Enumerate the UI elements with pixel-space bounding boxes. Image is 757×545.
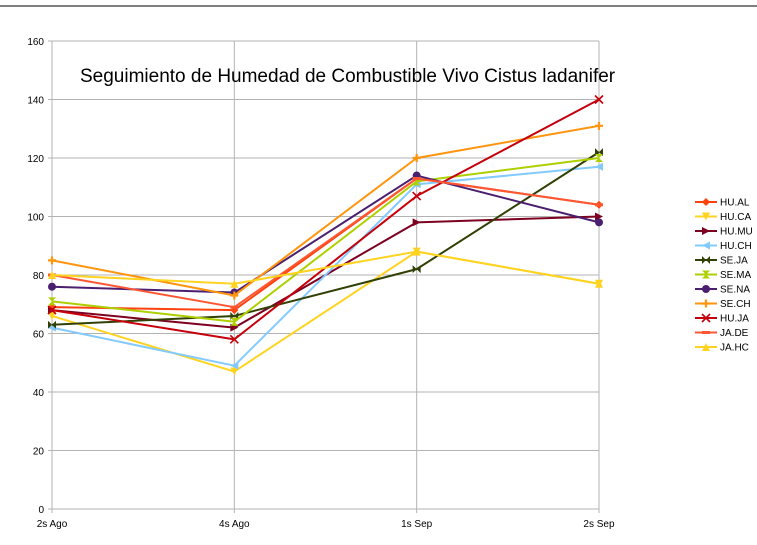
legend-item: JA.HC: [695, 343, 749, 354]
legend-label: SE.CH: [720, 299, 751, 310]
point-marker: [595, 218, 603, 227]
legend-item: HU.CA: [695, 212, 751, 223]
point-marker: [230, 279, 239, 288]
y-tick-label: 160: [27, 37, 44, 48]
x-tick-label: 1s Sep: [401, 519, 433, 530]
point-marker: [48, 320, 56, 329]
point-marker: [702, 241, 710, 250]
y-tick-label: 80: [33, 271, 45, 282]
point-marker: [702, 270, 710, 279]
series-ja-de: [48, 176, 603, 309]
y-tick-label: 100: [27, 213, 44, 224]
series-se-ma: [48, 154, 603, 326]
point-marker: [230, 367, 239, 376]
y-tick-label: 0: [38, 505, 44, 516]
point-marker: [702, 227, 710, 235]
point-marker: [230, 305, 239, 309]
legend-label: HU.CA: [720, 212, 751, 223]
point-marker: [230, 361, 239, 370]
point-marker: [48, 256, 56, 265]
x-tick-label: 4s Ago: [219, 519, 250, 530]
point-marker: [702, 299, 710, 308]
chart-title: Seguimiento de Humedad de Combustible Vi…: [80, 66, 616, 87]
point-marker: [702, 331, 710, 334]
point-marker: [47, 305, 57, 315]
point-marker: [702, 198, 710, 206]
series-line: [51, 157, 600, 323]
point-marker: [412, 154, 421, 162]
point-marker: [595, 203, 603, 207]
x-tick-label: 2s Ago: [37, 519, 68, 530]
series-line: [51, 124, 600, 297]
legend-label: JA.DE: [720, 328, 749, 339]
legend-item: HU.AL: [695, 198, 750, 209]
point-marker: [702, 212, 710, 221]
legend-item: HU.CH: [695, 241, 752, 252]
point-marker: [594, 94, 604, 105]
legend-label: HU.CH: [720, 241, 752, 252]
point-marker: [595, 212, 603, 221]
point-marker: [595, 162, 603, 171]
series-hu-mu: [48, 212, 603, 332]
legend-item: SE.NA: [695, 285, 750, 296]
series-line: [51, 151, 600, 326]
point-marker: [48, 311, 56, 320]
legend-item: SE.MA: [695, 270, 751, 281]
point-marker: [412, 218, 421, 227]
series-line: [51, 174, 600, 294]
point-marker: [230, 317, 239, 326]
y-tick-label: 40: [33, 388, 45, 399]
legend-label: JA.HC: [720, 343, 749, 354]
series-se-na: [48, 171, 603, 297]
point-marker: [701, 313, 711, 323]
point-marker: [412, 265, 421, 274]
point-marker: [48, 271, 56, 279]
point-marker: [229, 334, 239, 344]
point-marker: [230, 291, 239, 300]
legend-item: HU.MU: [695, 227, 753, 238]
point-marker: [48, 282, 56, 291]
legend-label: HU.AL: [720, 198, 750, 209]
point-marker: [412, 247, 421, 256]
point-marker: [412, 191, 422, 201]
series-layer: [47, 94, 604, 376]
series-ja-hc: [48, 247, 603, 288]
series-line: [51, 177, 600, 309]
point-marker: [412, 176, 421, 180]
legend-item: JA.DE: [695, 328, 749, 339]
point-marker: [595, 121, 603, 130]
point-marker: [48, 297, 56, 306]
legend-item: SE.JA: [695, 256, 748, 267]
point-marker: [702, 256, 710, 264]
y-tick-label: 20: [33, 447, 45, 458]
legend-label: SE.JA: [720, 256, 748, 267]
point-marker: [702, 285, 710, 293]
legend-label: HU.JA: [720, 314, 749, 325]
legend-label: SE.MA: [720, 270, 751, 281]
point-marker: [595, 154, 603, 162]
legend-item: HU.JA: [695, 313, 749, 325]
y-tick-label: 140: [27, 96, 44, 107]
series-line: [51, 250, 600, 285]
x-tick-label: 2s Sep: [583, 519, 615, 530]
legend-item: SE.CH: [695, 299, 751, 310]
point-marker: [702, 343, 710, 351]
y-tick-label: 120: [27, 154, 44, 165]
axis-layer: 0 20 40 60 80 100 120 140 160 2s Ago 4s Ago 1s Sep 2…: [27, 37, 615, 530]
point-marker: [595, 279, 603, 288]
y-tick-label: 60: [33, 330, 45, 341]
series-line: [51, 165, 600, 367]
legend-label: HU.MU: [720, 227, 753, 238]
legend: HU.AL HU.CA HU.MU HU.CH SE.JA SE.MA SE.NA SE.CH…: [695, 198, 753, 354]
legend-label: SE.NA: [720, 285, 750, 296]
series-se-ch: [48, 121, 603, 300]
